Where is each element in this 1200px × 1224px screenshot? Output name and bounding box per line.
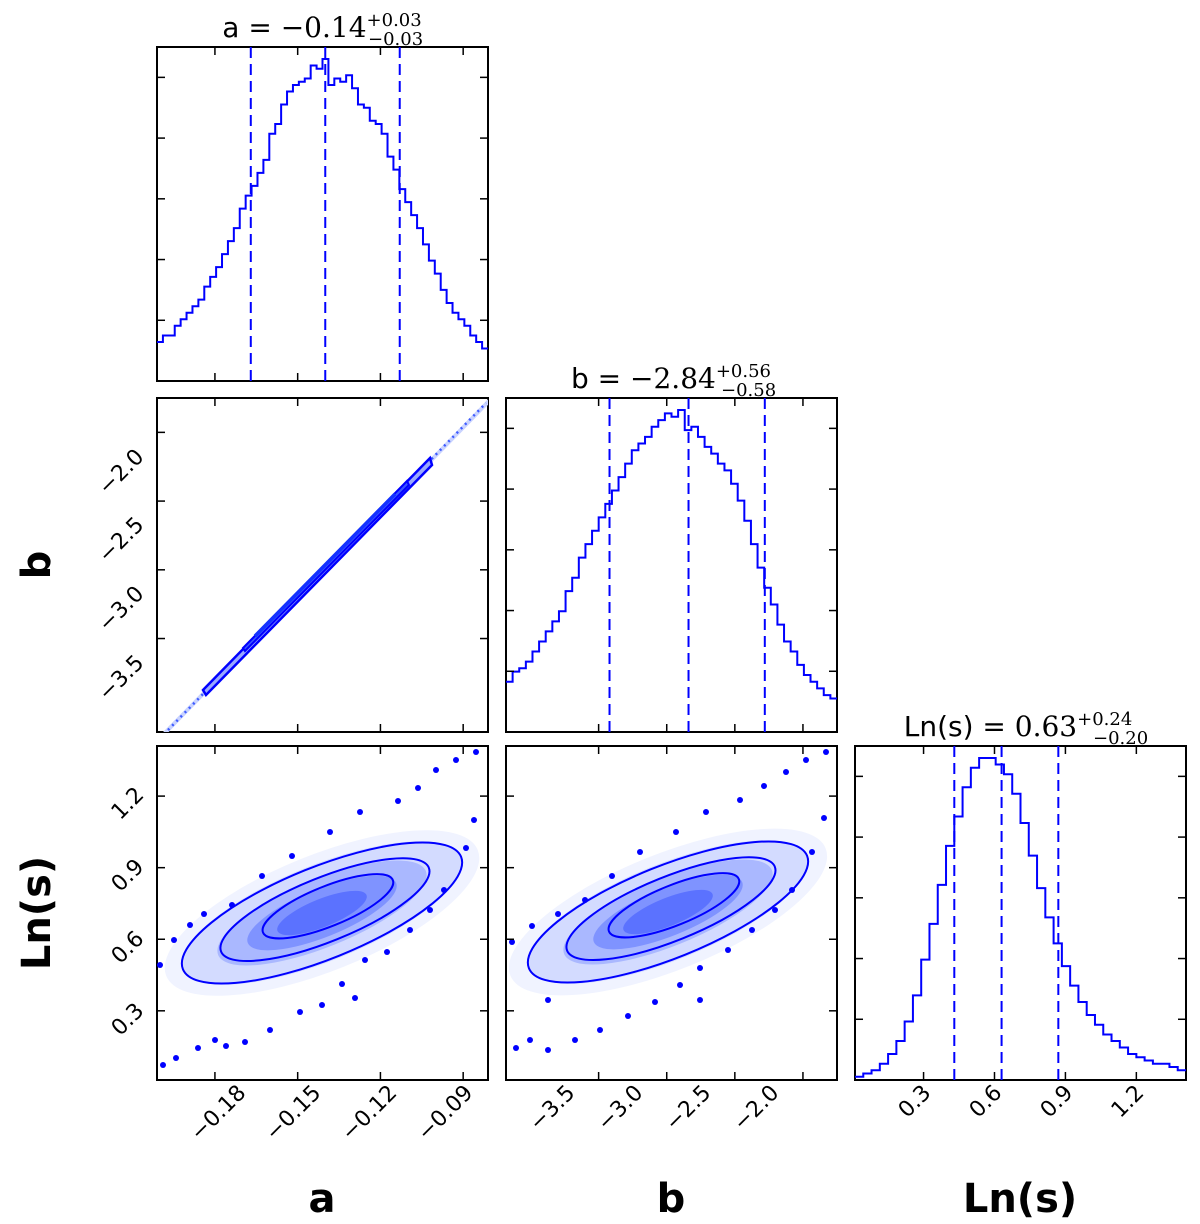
- tick-label-y-b: −2.0: [94, 445, 149, 500]
- tick-label-x-a: −0.18: [186, 1081, 251, 1146]
- contour-2sigma: [565, 856, 777, 962]
- density-a-vs-b: [163, 399, 488, 732]
- outlier-points: [157, 749, 479, 1068]
- contour-3sigma: [526, 840, 810, 984]
- axis-label-x-a: a: [309, 1176, 336, 1222]
- contour-core: [253, 492, 397, 638]
- density-shade-4: [277, 890, 367, 936]
- tick-label-y-lns: 0.3: [107, 999, 149, 1041]
- histogram-lns-steps: [855, 757, 1186, 1078]
- tick-label-y-b: −3.0: [94, 582, 149, 637]
- panel-hist-lns: [854, 745, 1187, 1081]
- panel-b-vs-lns: [505, 745, 838, 1081]
- tick-label-x-lns: 0.3: [894, 1081, 936, 1123]
- tick-label-x-b: −2.0: [729, 1081, 784, 1136]
- histogram-lns: [855, 746, 1186, 1080]
- title-lns-minus: −0.20: [1093, 728, 1148, 749]
- tick-label-y-lns: 1.2: [107, 783, 149, 825]
- histogram-a-steps: [157, 58, 488, 350]
- tick-label-x-b: −2.5: [661, 1081, 716, 1136]
- panel-hist-b: [505, 397, 838, 733]
- tick-label-x-a: −0.09: [413, 1081, 478, 1146]
- axis-label-y-lns: Ln(s): [14, 856, 60, 970]
- axis-label-x-b: b: [657, 1176, 686, 1222]
- outlier-points: [509, 749, 829, 1053]
- axis-label-y-b: b: [14, 551, 60, 580]
- title-a-minus: −0.03: [368, 29, 423, 50]
- tick-label-x-b: −3.5: [525, 1081, 580, 1136]
- contour-3sigma: [180, 841, 464, 985]
- histogram-b-steps: [506, 409, 837, 700]
- tick-label-y-lns: 0.9: [107, 855, 149, 897]
- contour-1sigma: [607, 872, 741, 939]
- axis-label-x-lns: Ln(s): [963, 1176, 1077, 1222]
- tick-label-x-a: −0.12: [337, 1081, 402, 1146]
- panel-a-vs-lns: [156, 745, 489, 1081]
- tick-label-x-lns: 1.2: [1107, 1081, 1149, 1123]
- tick-label-x-a: −0.15: [261, 1081, 326, 1146]
- density-b-vs-lns: [508, 749, 829, 1053]
- tick-label-x-lns: 0.6: [965, 1081, 1007, 1123]
- title-b-minus: −0.58: [721, 380, 776, 401]
- tick-label-x-lns: 0.9: [1036, 1081, 1078, 1123]
- histogram-a: [157, 47, 488, 381]
- tick-label-y-b: −2.5: [94, 513, 149, 568]
- title-a: a = −0.14+0.03: [222, 10, 421, 44]
- panel-a-vs-b: [156, 397, 489, 733]
- panel-hist-a: [156, 46, 489, 382]
- title-b: b = −2.84+0.56: [571, 361, 771, 395]
- density-shade-4: [623, 889, 713, 935]
- tick-label-y-lns: 0.6: [107, 927, 149, 969]
- tick-label-y-b: −3.5: [94, 651, 149, 706]
- contour-2sigma: [219, 857, 431, 963]
- contour-1sigma: [261, 873, 395, 940]
- histogram-b: [506, 398, 837, 732]
- tick-marks: [157, 47, 1186, 1080]
- tick-label-x-b: −3.0: [593, 1081, 648, 1136]
- title-lns: Ln(s) = 0.63+0.24: [904, 709, 1133, 743]
- density-a-vs-lns: [157, 749, 480, 1068]
